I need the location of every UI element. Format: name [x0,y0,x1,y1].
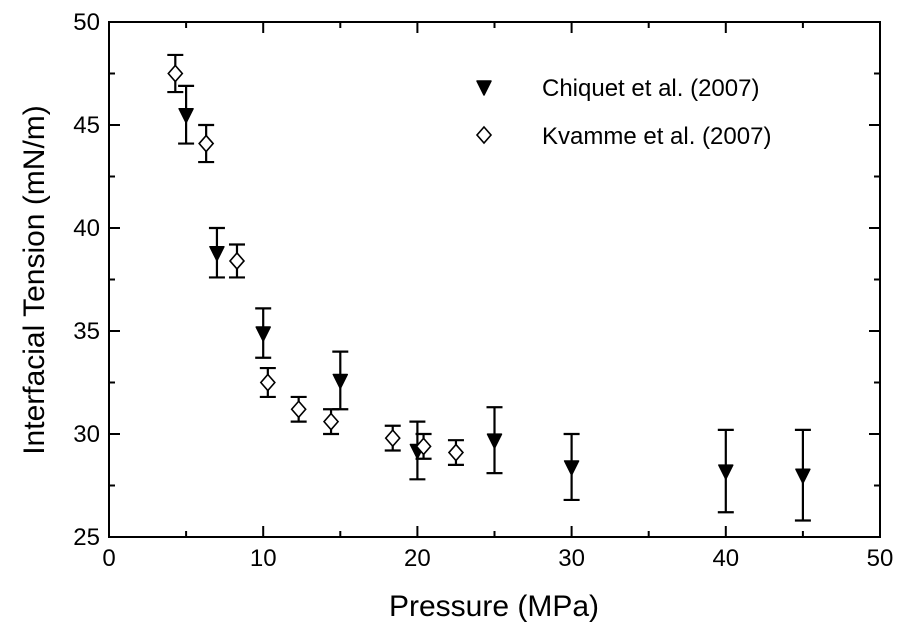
data-point [718,464,734,480]
x-tick-label: 50 [867,545,894,572]
x-axis-title: Pressure (MPa) [389,590,599,623]
ticks: 0 10 20 30 40 50 25 30 35 40 45 50 [73,9,893,572]
data-point [209,245,225,262]
data-point [447,443,465,462]
y-axis-title: Interfacial Tension (mN/m) [18,105,51,455]
legend-label: Chiquet et al. (2007) [542,75,759,102]
x-tick-label: 0 [102,545,115,572]
y-tick-label: 35 [73,318,100,345]
series-2 [167,53,465,466]
legend: Chiquet et al. (2007) Kvamme et al. (2007… [475,75,771,150]
data-point [415,437,432,456]
data-point [178,107,194,124]
data-point [255,326,271,342]
legend-entry: Kvamme et al. (2007) [475,123,771,150]
data-point [795,468,811,484]
data-point [259,373,276,392]
data-point [290,400,307,419]
y-tick-label: 45 [73,112,100,139]
data-point [384,428,401,448]
data-point [563,460,580,476]
series-1 [178,84,811,522]
legend-entry: Chiquet et al. (2007) [476,75,759,102]
legend-label: Kvamme et al. (2007) [542,123,771,150]
data-point [332,373,349,390]
y-tick-label: 30 [73,421,100,448]
data-point [167,64,184,83]
legend-marker [475,125,493,145]
data-point [228,251,246,271]
legend-marker [476,80,492,96]
data-point [322,412,340,431]
data-point [198,134,215,153]
y-tick-label: 40 [73,215,100,242]
y-tick-label: 50 [73,9,100,36]
x-tick-label: 30 [558,545,585,572]
x-tick-label: 20 [404,545,431,572]
x-tick-label: 10 [250,545,277,572]
data-point [486,433,503,449]
data-series [167,53,811,522]
x-tick-label: 40 [712,545,739,572]
y-tick-label: 25 [73,524,100,551]
